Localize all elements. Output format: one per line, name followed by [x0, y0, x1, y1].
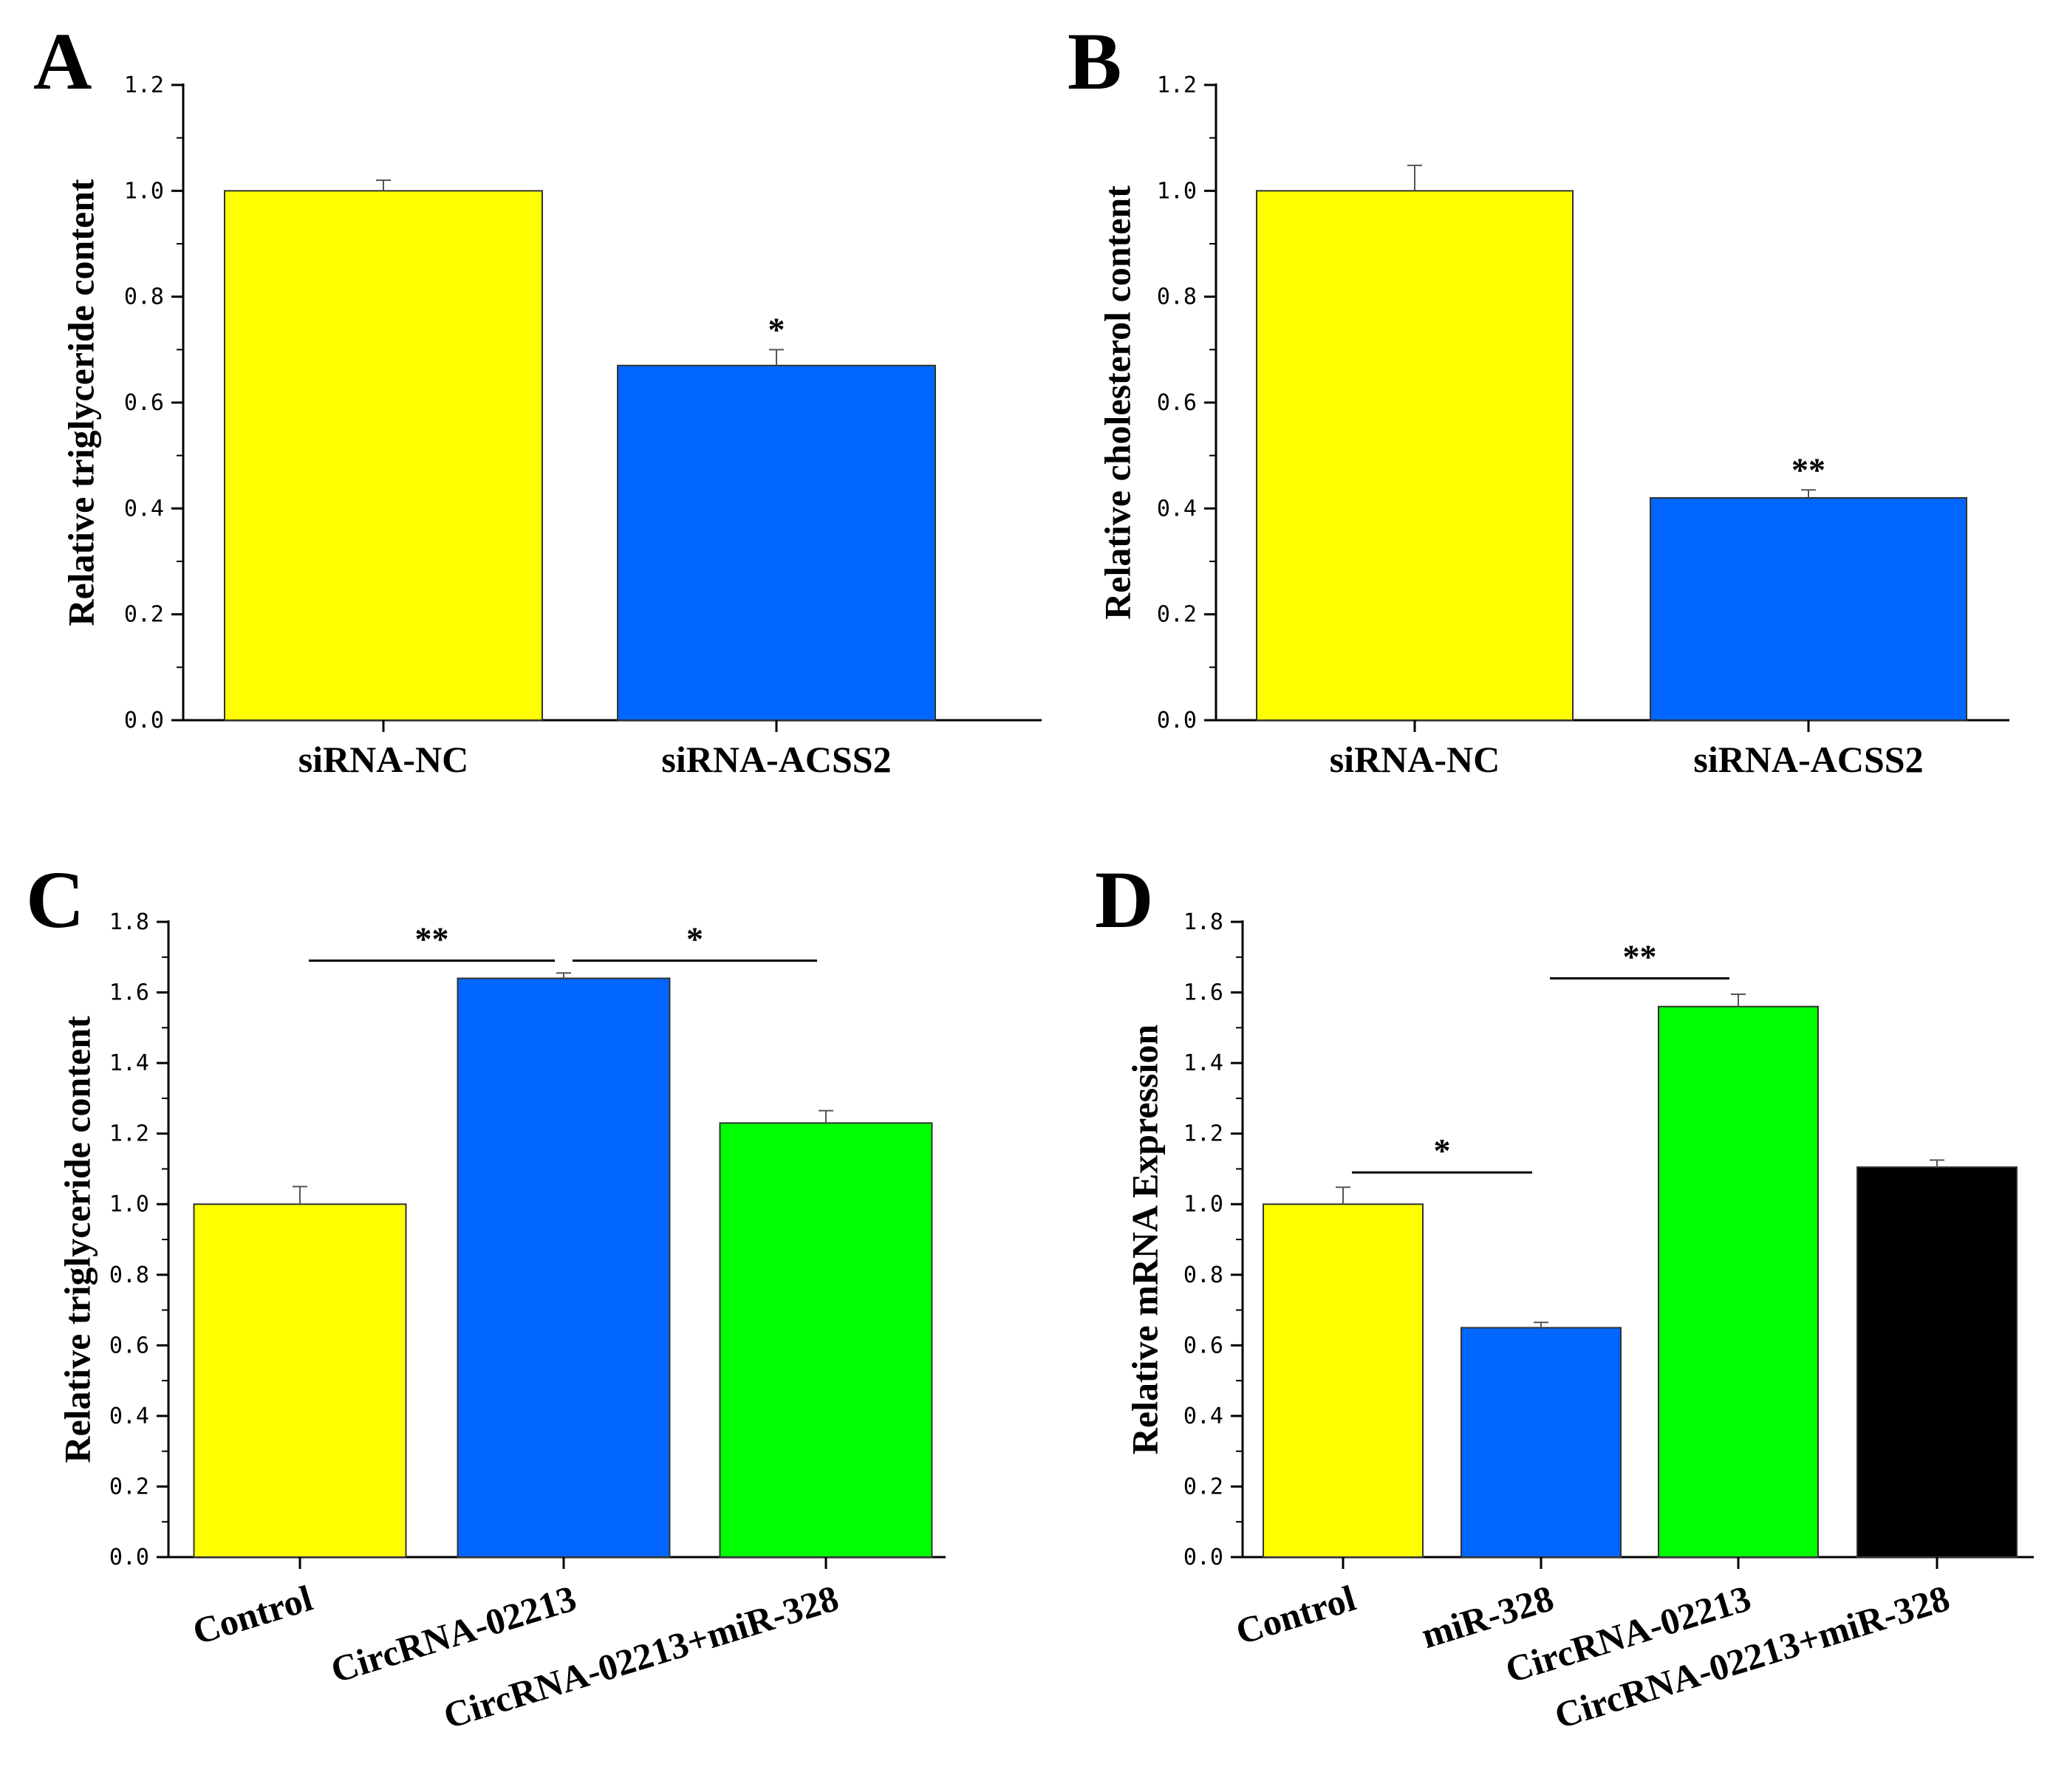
y-tick-label: 0.6 [1183, 1333, 1223, 1358]
y-tick-label: 0.6 [109, 1333, 149, 1358]
y-tick-label: 0.4 [124, 496, 164, 521]
x-category-label: siRNA-NC [298, 739, 469, 780]
bar [224, 190, 543, 722]
bar [1856, 1166, 2018, 1558]
y-tick-label: 0.0 [109, 1545, 149, 1570]
significance-label: * [1434, 1132, 1451, 1169]
y-tick-label: 0.6 [1157, 390, 1197, 416]
significance-label: ** [1791, 451, 1825, 488]
bar [193, 1203, 407, 1558]
bar [1263, 1203, 1424, 1558]
y-tick-label: 0.0 [124, 708, 164, 733]
bar [457, 977, 671, 1558]
bar [1256, 190, 1574, 722]
y-axis-title: Relative cholesterol content [1096, 185, 1138, 620]
y-tick-label: 1.0 [1183, 1191, 1223, 1217]
y-tick-label: 0.0 [1183, 1545, 1223, 1570]
y-tick-label: 1.4 [109, 1050, 149, 1076]
panel-b: B 0.0 0.2 0.4 0.6 0.8 1.0 1.2 Relative cholester… [1068, 16, 2009, 780]
y-axis-title: Relative mRNA Expression [1124, 1025, 1165, 1455]
y-tick-label: 0.8 [1183, 1262, 1223, 1288]
y-tick-label: 0.0 [1157, 708, 1197, 733]
panel-letter: A [33, 16, 92, 106]
y-tick-label: 1.8 [109, 909, 149, 935]
y-tick-label: 0.2 [1183, 1474, 1223, 1499]
x-category-label: siRNA-NC [1330, 739, 1500, 780]
y-tick-label: 0.2 [124, 602, 164, 628]
y-tick-label: 1.8 [1183, 909, 1223, 935]
y-tick-label: 0.6 [124, 390, 164, 416]
panel-letter: C [26, 855, 84, 945]
panel-d: D 0.0 0.2 0.4 0.6 0.8 1.0 1.2 1.4 1.6 1.8 Relative … [1095, 855, 2034, 1737]
y-tick-label: 1.0 [109, 1191, 149, 1217]
panel-a: A 0.0 0.2 0.4 0.6 0.8 1.0 1.2 Relative triglycer… [33, 16, 1042, 780]
significance-label: ** [415, 920, 449, 958]
bar [1650, 497, 1967, 721]
y-tick-label: 0.4 [1157, 496, 1197, 521]
y-tick-label: 0.8 [109, 1262, 149, 1288]
y-axis-title: Relative triglyceride content [60, 179, 101, 626]
panel-letter: B [1068, 16, 1121, 106]
y-tick-label: 0.2 [1157, 602, 1197, 628]
y-tick-label: 0.8 [1157, 284, 1197, 310]
y-tick-label: 1.0 [124, 178, 164, 204]
y-tick-label: 1.2 [124, 72, 164, 98]
y-tick-label: 1.0 [1157, 178, 1197, 204]
panel-c: C 0.0 0.2 0.4 0.6 0.8 1.0 1.2 1.4 1.6 1.8 Relative … [26, 855, 946, 1737]
significance-label: ** [1623, 937, 1657, 975]
significance-label: * [686, 920, 703, 958]
bar [1461, 1327, 1622, 1558]
bar [617, 364, 936, 721]
significance-label: * [768, 310, 785, 348]
y-tick-label: 0.2 [109, 1474, 149, 1499]
y-tick-label: 0.4 [109, 1403, 149, 1429]
y-tick-label: 1.2 [1183, 1121, 1223, 1147]
y-tick-label: 1.6 [1183, 980, 1223, 1006]
bar [719, 1122, 933, 1559]
x-category-label: siRNA-ACSS2 [661, 739, 891, 780]
y-tick-label: 0.8 [124, 284, 164, 310]
x-category-label: siRNA-ACSS2 [1693, 739, 1923, 780]
y-tick-label: 0.4 [1183, 1403, 1223, 1429]
x-category-label: Control [1231, 1577, 1360, 1652]
x-category-label: Control [188, 1577, 317, 1652]
y-tick-label: 1.2 [1157, 72, 1197, 98]
panel-letter: D [1095, 855, 1153, 945]
bar [1658, 1005, 1819, 1558]
y-tick-label: 1.2 [109, 1121, 149, 1147]
y-tick-label: 1.4 [1183, 1050, 1223, 1076]
y-tick-label: 1.6 [109, 980, 149, 1006]
y-axis-title: Relative triglyceride content [56, 1016, 98, 1463]
